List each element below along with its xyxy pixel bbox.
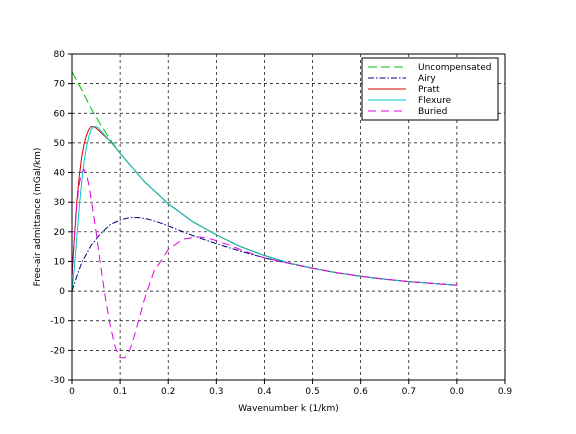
x-tick-label: 0.2	[161, 387, 175, 397]
y-tick-label: 0	[59, 287, 65, 297]
y-tick-label: 60	[54, 109, 66, 119]
y-tick-label: 70	[54, 80, 66, 90]
x-axis-label: Wavenumber k (1/km)	[238, 404, 339, 414]
series-line-flexure	[71, 126, 457, 292]
legend-label: Buried	[418, 107, 447, 117]
series-line-buried	[71, 168, 457, 359]
y-tick-label: -20	[50, 346, 65, 356]
y-tick-label: -30	[50, 376, 65, 386]
x-tick-label: 0.4	[257, 387, 272, 397]
x-tick-label: 0.7	[402, 387, 416, 397]
plot-series	[71, 71, 457, 359]
x-tick-label: 0.5	[305, 387, 319, 397]
x-tick-label: 0.0	[450, 387, 465, 397]
x-tick-label: 0	[69, 387, 75, 397]
x-tick-label: 0.3	[209, 387, 223, 397]
y-tick-label: 20	[54, 228, 66, 238]
y-axis-label: Free-air admittance (mGal/km)	[33, 148, 43, 287]
x-tick-label: 0.6	[354, 387, 369, 397]
legend-label: Flexure	[418, 96, 452, 106]
y-tick-label: 30	[54, 198, 66, 208]
y-tick-label: 50	[54, 139, 66, 149]
y-tick-label: 40	[54, 169, 66, 179]
legend-label: Airy	[418, 74, 436, 84]
y-tick-label: 80	[54, 50, 66, 60]
y-tick-label: 10	[54, 257, 66, 267]
y-tick-label: -10	[50, 317, 65, 327]
x-tick-label: 0.9	[498, 387, 513, 397]
plot-frame	[71, 53, 506, 381]
legend-label: Uncompensated	[418, 63, 491, 73]
x-tick-label: 0.1	[113, 387, 127, 397]
legend-label: Pratt	[418, 85, 440, 95]
grid	[72, 54, 505, 380]
axes: 0 0.1 0.2 0.3 0.4 0.5 0.6 0.7 0.0 0.9 -30 -20 -10 0 10…	[50, 50, 512, 397]
